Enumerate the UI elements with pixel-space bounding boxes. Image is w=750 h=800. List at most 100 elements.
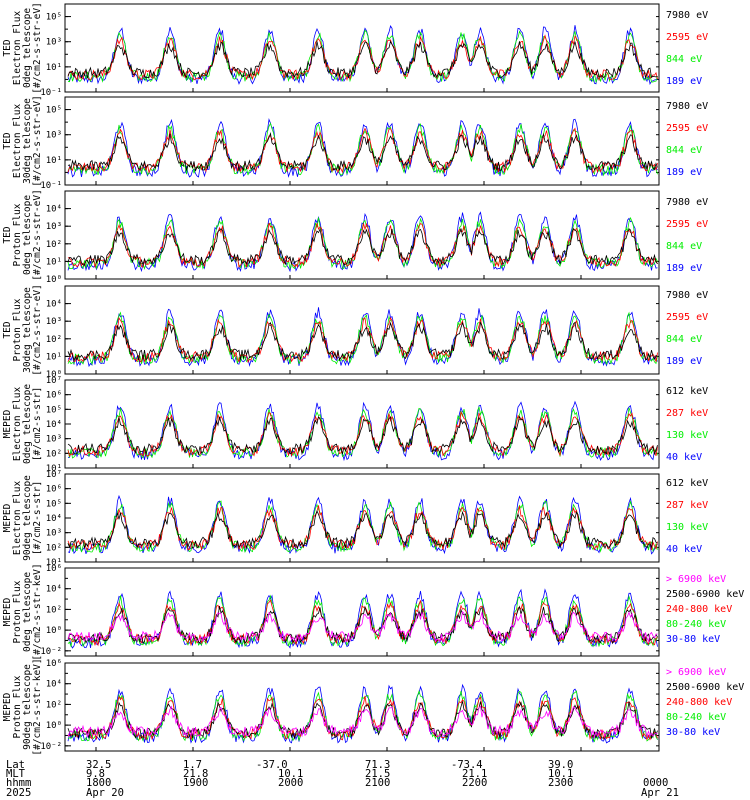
legend-entry: 189 eV: [666, 167, 702, 178]
y-axis-label-line: Proton Flux: [12, 298, 23, 361]
y-axis-label-line: [#/cm2-s-str-eV]: [32, 2, 43, 94]
y-axis-label-line: MEPED: [2, 503, 13, 532]
hhmm-value: 2000: [278, 777, 303, 789]
legend-entry: 844 eV: [666, 241, 702, 252]
y-axis-label-line: 0deg telescope: [22, 8, 33, 88]
series-trace: [67, 131, 658, 172]
lat-value: 71.3: [365, 759, 390, 771]
y-tick-label: 10⁴: [46, 680, 62, 690]
y-tick-label: 10⁶: [46, 485, 62, 495]
y-axis-label-line: TED: [2, 226, 13, 243]
y-tick-label: 10⁶: [46, 391, 62, 401]
plot-frame: [64, 190, 660, 280]
footer-label-mlt: MLT: [6, 768, 26, 780]
legend-entry: 30-80 keV: [666, 727, 720, 738]
legend-entry: 2500-6900 keV: [666, 682, 744, 693]
legend-entry: 7980 eV: [666, 290, 708, 301]
legend-entry: 189 eV: [666, 76, 702, 87]
y-tick-label: 10²: [46, 240, 62, 250]
legend-entry: 844 eV: [666, 145, 702, 156]
y-tick-label: 10²: [46, 543, 62, 553]
legend-entry: 612 keV: [666, 386, 708, 397]
y-tick-label: 10⁰: [46, 721, 62, 731]
y-axis-label-line: Proton Flux: [12, 203, 23, 266]
y-axis-label-line: [#/cm2-s-str]: [32, 387, 43, 461]
legend-entry: 612 keV: [666, 478, 708, 489]
y-axis-label-line: 0deg telescope: [22, 195, 33, 275]
y-tick-label: 10⁴: [46, 300, 62, 310]
legend-entry: 844 eV: [666, 54, 702, 65]
y-tick-label: 10³: [46, 38, 62, 48]
y-tick-label: 10²: [46, 605, 62, 615]
y-tick-label: 10⁷: [46, 470, 62, 480]
hhmm-value: 1900: [183, 777, 208, 789]
y-axis-label: MEPED Electron Flux 0deg telescope [#/cm2-s…: [2, 384, 43, 464]
hhmm-value: 1800: [86, 777, 111, 789]
y-axis-label: MEPED Electron Flux 90deg telescope [#/cm2-…: [2, 475, 43, 561]
y-tick-label: 10⁷: [46, 376, 62, 386]
legend-entry: 240-800 keV: [666, 697, 732, 708]
series-trace: [67, 227, 658, 267]
y-tick-label: 10⁰: [46, 275, 62, 285]
legend-entry: 240-800 keV: [666, 604, 732, 615]
y-tick-label: 10³: [46, 222, 62, 232]
y-axis-label-line: 90deg telescope: [22, 475, 33, 561]
y-tick-label: 10⁴: [46, 585, 62, 595]
y-axis-label-line: TED: [2, 132, 13, 149]
legend-entry: 189 eV: [666, 356, 702, 367]
series-trace: [67, 40, 658, 79]
y-tick-label: 10⁴: [46, 420, 62, 430]
y-tick-label: 10¹: [46, 352, 62, 362]
legend-entry: 40 keV: [666, 544, 702, 555]
y-tick-label: 10⁵: [46, 13, 62, 23]
legend-entry: 2500-6900 keV: [666, 589, 744, 600]
series-trace: [67, 25, 658, 85]
y-axis-label-line: MEPED: [2, 597, 13, 626]
y-tick-label: 10³: [46, 529, 62, 539]
y-axis-label-line: MEPED: [2, 409, 13, 438]
y-axis-label: TED Electron Flux 30deg telescope [#/cm2-s-…: [2, 95, 43, 187]
y-axis-label-line: Proton Flux: [12, 580, 23, 643]
legend-entry: 7980 eV: [666, 197, 708, 208]
legend-entry: 189 eV: [666, 263, 702, 274]
legend-entry: 30-80 keV: [666, 634, 720, 645]
y-tick-label: 10³: [46, 435, 62, 445]
plot-frame: [64, 567, 660, 657]
plot-frame: [64, 662, 660, 752]
hhmm-value: 2300: [548, 777, 573, 789]
y-tick-label: 10⁴: [46, 514, 62, 524]
lat-value: 32.5: [86, 759, 111, 771]
legend-entry: 80-240 keV: [666, 619, 726, 630]
mlt-value: 10.1: [278, 768, 303, 780]
series-trace: [67, 695, 658, 741]
legend-entry: 2595 eV: [666, 312, 708, 323]
mlt-value: 9.8: [86, 768, 105, 780]
series-trace: [67, 117, 658, 178]
series-trace: [67, 307, 658, 368]
legend-entry: 2595 eV: [666, 219, 708, 230]
plot-frame: [64, 3, 660, 93]
y-tick-label: 10⁻²: [40, 647, 62, 657]
y-tick-label: 10⁵: [46, 405, 62, 415]
mlt-value: 21.1: [462, 768, 487, 780]
series-trace: [67, 605, 658, 645]
mlt-value: 10.1: [548, 768, 573, 780]
footer-label-hhmm: hhmm: [6, 777, 31, 789]
series-trace: [67, 410, 658, 458]
y-axis-label: MEPED Proton Flux 90deg telescope [#/cm2-s-…: [2, 658, 43, 755]
series-trace: [67, 505, 658, 551]
date-label: Apr 20: [86, 787, 124, 799]
y-axis-label-line: [#/cm2-s-str]: [32, 481, 43, 555]
series-trace: [67, 321, 658, 362]
y-axis-label-line: [#/cm2-s-str-keV]: [32, 658, 43, 755]
legend-entry: 2595 eV: [666, 32, 708, 43]
series-trace: [67, 415, 658, 456]
y-axis-label-line: Electron Flux: [12, 481, 23, 556]
legend-entry: 287 keV: [666, 408, 708, 419]
y-tick-label: 10¹: [46, 63, 62, 73]
lat-value: -37.0: [256, 759, 288, 771]
